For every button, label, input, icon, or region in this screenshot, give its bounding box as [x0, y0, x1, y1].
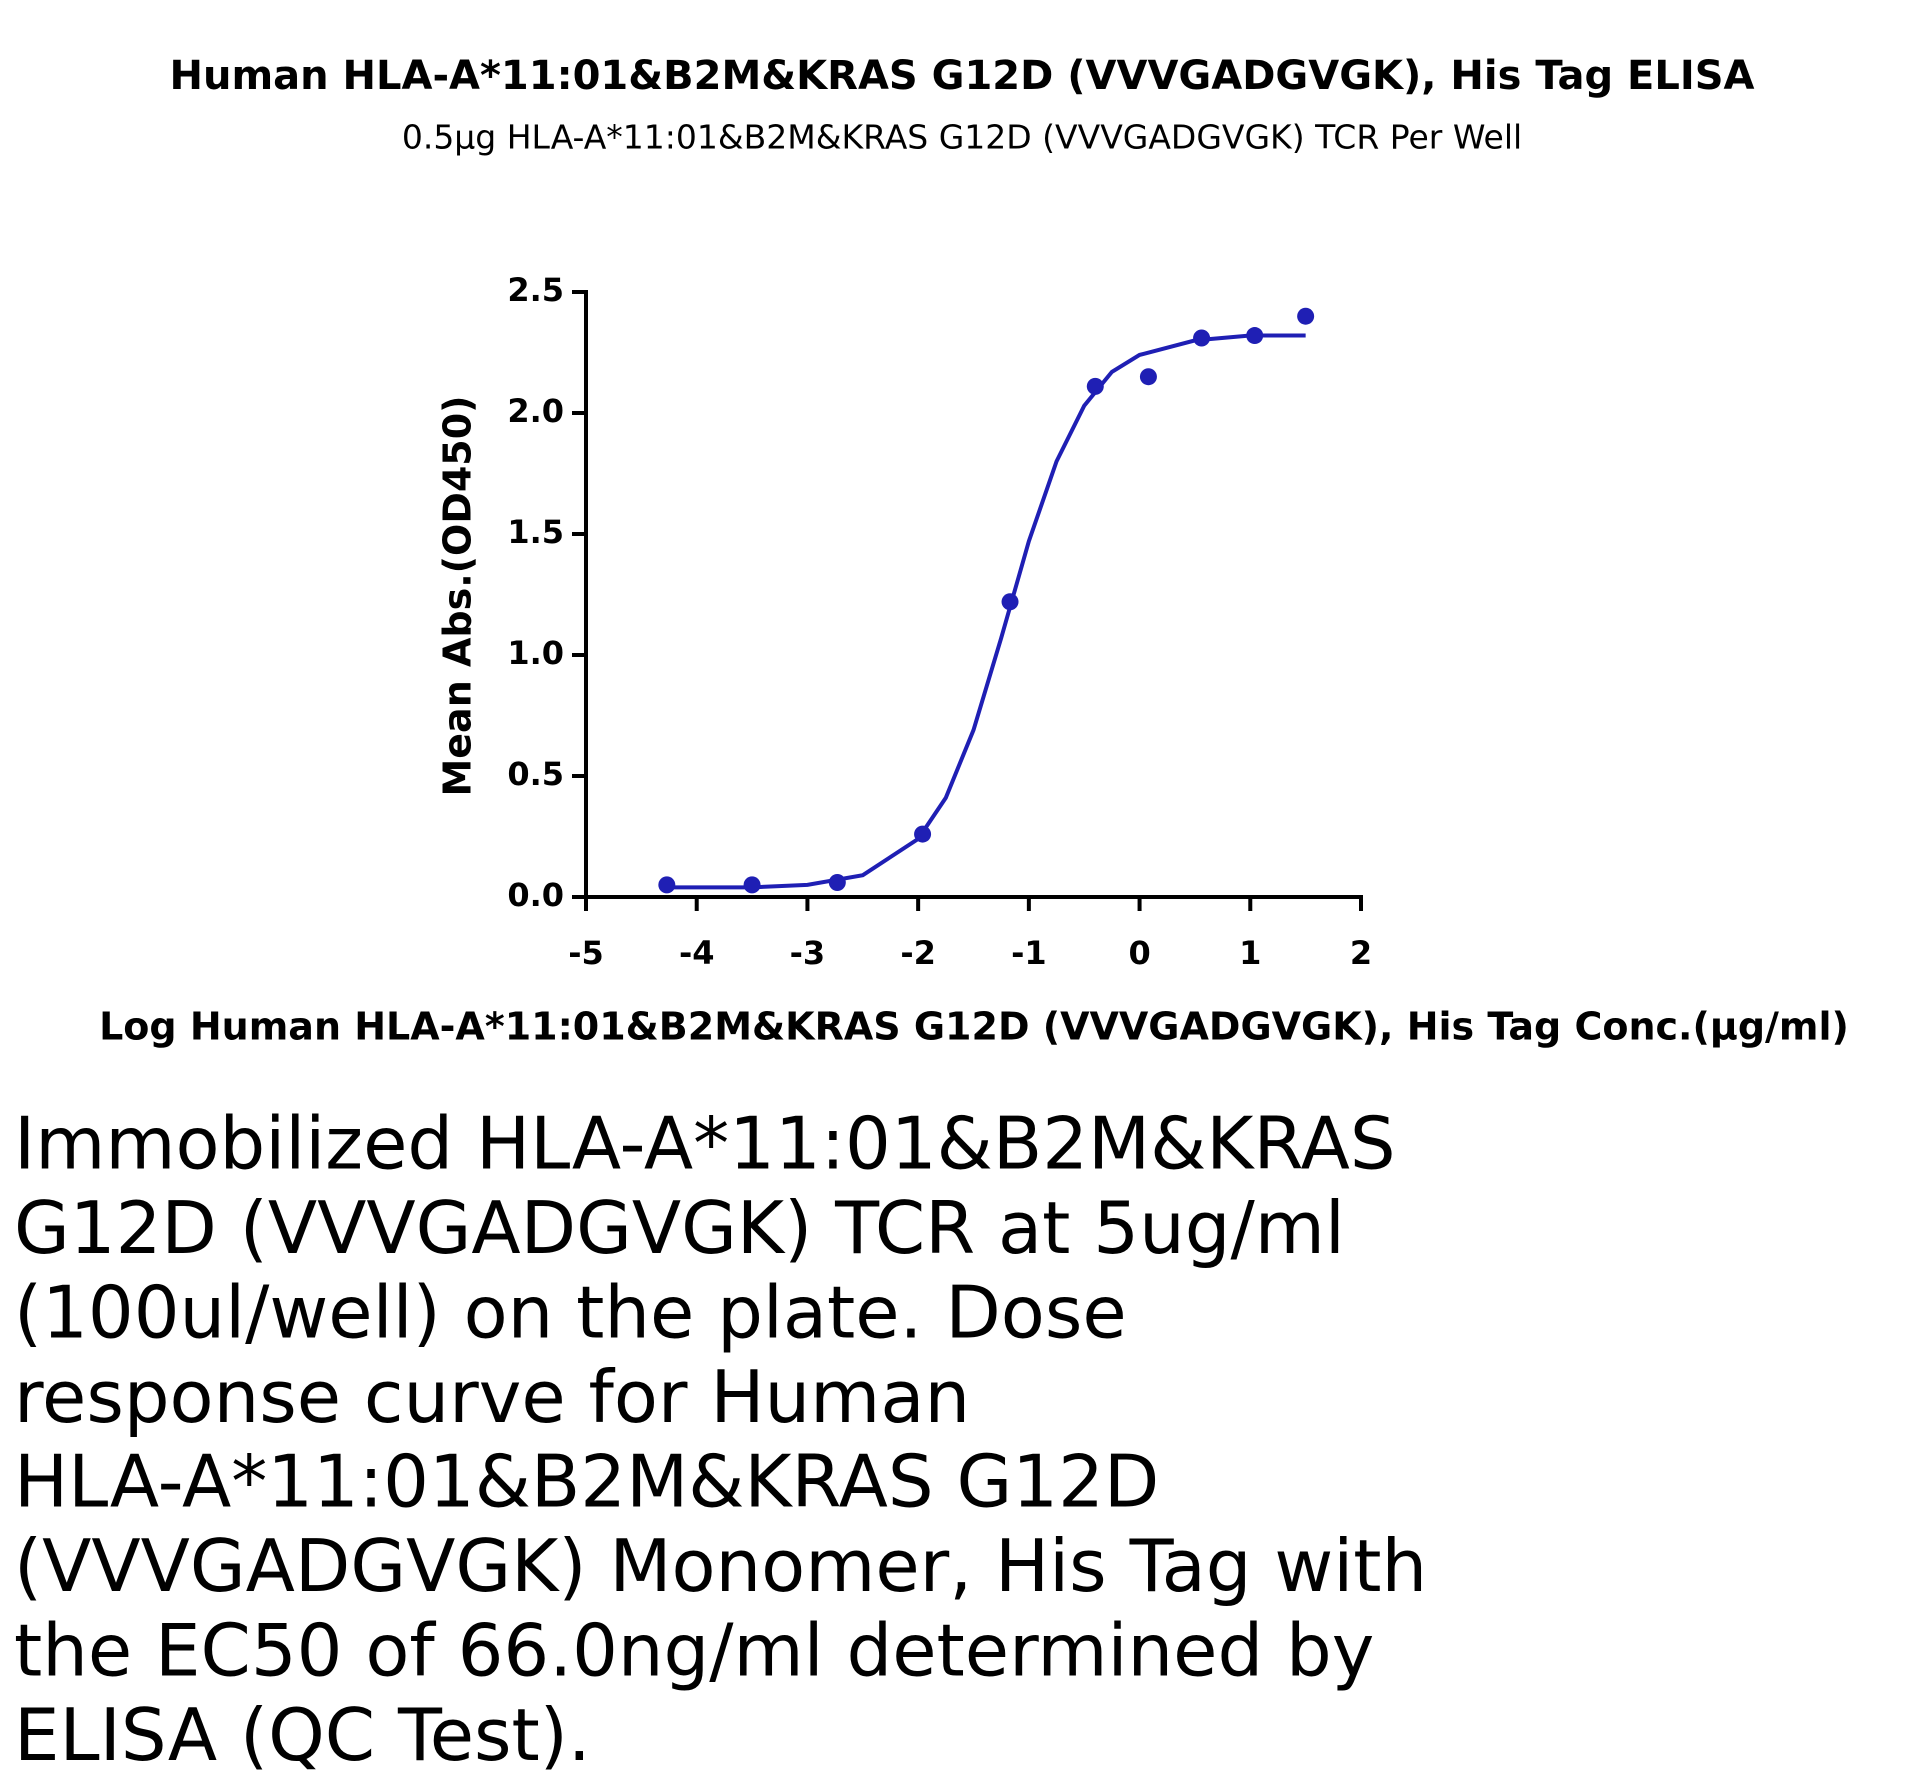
- caption-line: HLA-A*11:01&B2M&KRAS G12D: [14, 1440, 1159, 1524]
- data-point: [658, 876, 676, 894]
- y-tick-label: 1.0: [507, 634, 564, 672]
- fit-curve: [666, 333, 1306, 890]
- caption-line: (VVVGADGVGK) Monomer, His Tag with: [14, 1524, 1427, 1608]
- data-point: [1086, 377, 1104, 395]
- caption-line: (100ul/well) on the plate. Dose: [14, 1271, 1127, 1355]
- x-tick-label: 2: [1350, 934, 1372, 972]
- chart-subtitle: 0.5μg HLA-A*11:01&B2M&KRAS G12D (VVVGADG…: [402, 118, 1522, 157]
- data-point: [1193, 329, 1211, 347]
- data-point: [828, 873, 846, 891]
- data-point: [743, 876, 761, 894]
- chart-title: Human HLA-A*11:01&B2M&KRAS G12D (VVVGADG…: [170, 53, 1755, 99]
- x-tick-label: -1: [1011, 934, 1047, 972]
- x-tick-label: -3: [790, 934, 826, 972]
- data-point: [1297, 307, 1315, 325]
- caption-line: G12D (VVVGADGVGK) TCR at 5ug/ml: [14, 1186, 1345, 1270]
- x-axis-label: Log Human HLA-A*11:01&B2M&KRAS G12D (VVV…: [99, 1005, 1849, 1049]
- data-point: [1246, 327, 1264, 345]
- x-tick-label: 1: [1239, 934, 1261, 972]
- data-point: [914, 825, 932, 843]
- x-tick-label: -5: [568, 934, 604, 972]
- caption-line: response curve for Human: [14, 1355, 970, 1439]
- data-point: [1139, 368, 1157, 386]
- x-tick-label: -2: [900, 934, 936, 972]
- y-tick-label: 0.0: [507, 876, 564, 914]
- y-tick-label: 2.5: [507, 271, 564, 309]
- caption-line: the EC50 of 66.0ng/ml determined by: [14, 1609, 1374, 1693]
- caption-line: Immobilized HLA-A*11:01&B2M&KRAS: [14, 1102, 1396, 1186]
- x-tick-label: -4: [679, 934, 715, 972]
- y-axis-label: Mean Abs.(OD450): [436, 395, 480, 796]
- y-tick-label: 2.0: [507, 392, 564, 430]
- y-tick-label: 1.5: [507, 513, 564, 551]
- data-point: [1001, 593, 1019, 611]
- y-tick-label: 0.5: [507, 755, 564, 793]
- x-tick-label: 0: [1128, 934, 1150, 972]
- caption-line: ELISA (QC Test).: [14, 1693, 591, 1777]
